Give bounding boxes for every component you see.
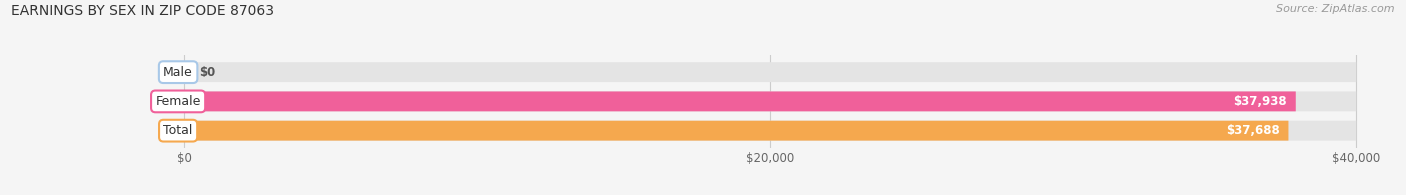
Text: Male: Male — [163, 66, 193, 79]
Text: Female: Female — [156, 95, 201, 108]
Text: $37,938: $37,938 — [1233, 95, 1286, 108]
FancyBboxPatch shape — [184, 121, 1357, 141]
Text: Source: ZipAtlas.com: Source: ZipAtlas.com — [1277, 4, 1395, 14]
FancyBboxPatch shape — [184, 121, 1288, 141]
Text: $37,688: $37,688 — [1226, 124, 1279, 137]
Text: $0: $0 — [198, 66, 215, 79]
FancyBboxPatch shape — [184, 62, 1357, 82]
Text: Total: Total — [163, 124, 193, 137]
FancyBboxPatch shape — [184, 91, 1357, 111]
Text: EARNINGS BY SEX IN ZIP CODE 87063: EARNINGS BY SEX IN ZIP CODE 87063 — [11, 4, 274, 18]
FancyBboxPatch shape — [184, 91, 1296, 111]
